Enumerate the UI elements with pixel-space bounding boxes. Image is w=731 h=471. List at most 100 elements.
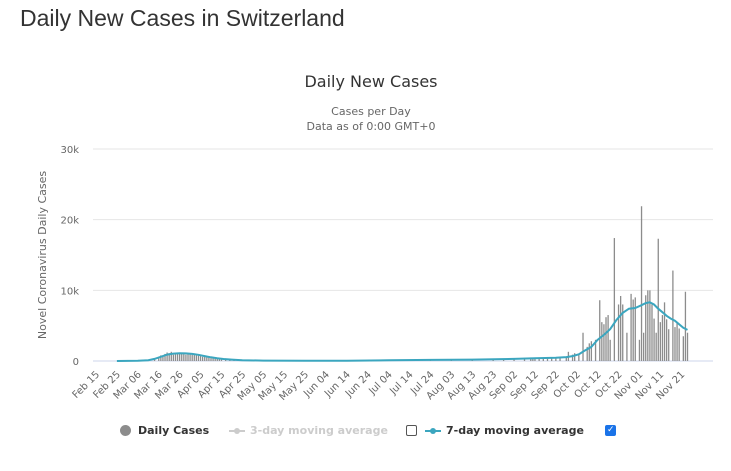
daily-cases-bar[interactable]	[220, 359, 223, 361]
daily-cases-bar[interactable]	[582, 332, 584, 361]
chart-title: Daily New Cases	[304, 72, 437, 91]
legend-daily-cases[interactable]: Daily Cases	[120, 424, 209, 437]
line-marker-icon	[229, 426, 245, 436]
daily-cases-bar[interactable]	[164, 353, 166, 361]
legend-label-daily-cases: Daily Cases	[138, 424, 210, 437]
daily-cases-bar[interactable]	[601, 322, 603, 361]
legend-label-7day-average: 7-day moving average	[446, 424, 584, 437]
daily-cases-bar[interactable]	[199, 356, 202, 361]
daily-cases-bar[interactable]	[216, 358, 218, 361]
daily-cases-bar[interactable]	[210, 358, 212, 361]
daily-cases-bar[interactable]	[172, 354, 175, 361]
daily-cases-bar[interactable]	[588, 343, 590, 361]
daily-cases-bar[interactable]	[532, 358, 534, 361]
daily-cases-bar[interactable]	[638, 339, 641, 361]
daily-cases-bar[interactable]	[619, 295, 622, 361]
daily-cases-bar[interactable]	[647, 290, 649, 361]
daily-cases-bar[interactable]	[174, 353, 177, 361]
daily-cases-bar[interactable]	[555, 358, 557, 361]
daily-cases-bar[interactable]	[651, 304, 653, 361]
daily-cases-bar[interactable]	[551, 357, 553, 361]
daily-cases-bar[interactable]	[655, 332, 657, 361]
daily-cases-bar[interactable]	[676, 322, 678, 361]
daily-cases-bar[interactable]	[162, 356, 164, 361]
line-marker-icon	[425, 426, 441, 436]
daily-cases-bar[interactable]	[197, 354, 200, 361]
daily-cases-bar[interactable]	[632, 299, 634, 361]
daily-cases-bar[interactable]	[191, 354, 193, 361]
daily-cases-bar[interactable]	[523, 358, 526, 361]
legend-7day-average[interactable]: 7-day moving average	[425, 424, 584, 437]
daily-cases-bar[interactable]	[574, 353, 576, 361]
daily-cases-bar[interactable]	[534, 357, 536, 361]
daily-cases-bar[interactable]	[617, 304, 620, 361]
daily-cases-bar[interactable]	[565, 356, 567, 361]
legend-3day-average[interactable]: 3-day moving average	[229, 424, 388, 437]
daily-cases-bar[interactable]	[603, 324, 605, 361]
daily-cases-bar[interactable]	[214, 358, 216, 361]
x-tick-label: Jul 14	[387, 369, 415, 397]
daily-cases-bar[interactable]	[153, 358, 156, 361]
daily-cases-bar[interactable]	[168, 353, 170, 361]
daily-cases-bar[interactable]	[672, 270, 674, 361]
daily-cases-bar[interactable]	[590, 341, 593, 361]
daily-cases-bar[interactable]	[183, 353, 185, 361]
daily-cases-bar[interactable]	[538, 358, 540, 361]
daily-cases-bar[interactable]	[166, 352, 168, 361]
checkbox-7day-average[interactable]	[605, 425, 616, 436]
daily-cases-bar[interactable]	[201, 356, 204, 361]
seven-day-average-line[interactable]	[116, 301, 688, 362]
daily-cases-bar[interactable]	[630, 293, 632, 361]
daily-cases-bar[interactable]	[181, 352, 183, 361]
daily-cases-bar[interactable]	[609, 339, 611, 361]
daily-cases-bar[interactable]	[546, 357, 549, 361]
daily-cases-bar[interactable]	[634, 297, 636, 361]
daily-cases-bar[interactable]	[674, 327, 676, 361]
daily-cases-bar[interactable]	[645, 295, 647, 361]
daily-cases-bar[interactable]	[668, 329, 670, 361]
daily-cases-bar[interactable]	[684, 291, 687, 361]
y-tick-label: 30k	[60, 145, 79, 156]
daily-cases-bar[interactable]	[160, 355, 162, 361]
daily-cases-bar[interactable]	[542, 357, 544, 361]
daily-cases-bar[interactable]	[189, 353, 191, 361]
checkbox-3day-average[interactable]	[406, 425, 417, 436]
daily-cases-bar[interactable]	[659, 322, 661, 361]
daily-cases-bar[interactable]	[594, 339, 597, 361]
daily-cases-bar[interactable]	[642, 332, 645, 361]
daily-cases-bar[interactable]	[586, 346, 588, 361]
daily-cases-bar[interactable]	[571, 354, 574, 361]
daily-cases-bar[interactable]	[657, 238, 659, 361]
daily-cases-bar[interactable]	[193, 353, 195, 361]
daily-cases-bar[interactable]	[187, 353, 189, 361]
daily-cases-bar[interactable]	[578, 353, 580, 361]
daily-cases-bar[interactable]	[605, 317, 607, 361]
daily-cases-bar[interactable]	[599, 300, 601, 361]
daily-cases-bar[interactable]	[170, 351, 172, 361]
daily-cases-bar[interactable]	[212, 357, 214, 361]
daily-cases-bar[interactable]	[640, 206, 643, 361]
daily-cases-bar[interactable]	[559, 357, 561, 361]
daily-cases-bar[interactable]	[653, 318, 655, 361]
daily-cases-bar[interactable]	[622, 304, 624, 361]
daily-cases-bar[interactable]	[665, 319, 668, 361]
daily-cases-bar[interactable]	[607, 315, 609, 361]
daily-cases-bar[interactable]	[678, 328, 680, 361]
daily-cases-bar[interactable]	[195, 355, 198, 361]
daily-cases-bar[interactable]	[206, 357, 208, 361]
daily-cases-bar[interactable]	[208, 356, 210, 361]
daily-cases-bar[interactable]	[649, 290, 651, 361]
daily-cases-bar[interactable]	[204, 356, 206, 361]
daily-cases-bar[interactable]	[179, 353, 181, 361]
daily-cases-bar[interactable]	[613, 238, 616, 361]
daily-cases-bar[interactable]	[682, 336, 684, 361]
daily-cases-bar[interactable]	[626, 332, 628, 361]
daily-cases-bar[interactable]	[661, 315, 664, 361]
daily-cases-bar[interactable]	[158, 357, 160, 361]
daily-cases-bar[interactable]	[218, 358, 221, 361]
daily-cases-bar[interactable]	[686, 332, 689, 361]
daily-cases-bar[interactable]	[224, 359, 227, 361]
daily-cases-bar[interactable]	[663, 302, 666, 361]
daily-cases-bar[interactable]	[176, 352, 179, 361]
daily-cases-bar[interactable]	[185, 354, 187, 361]
